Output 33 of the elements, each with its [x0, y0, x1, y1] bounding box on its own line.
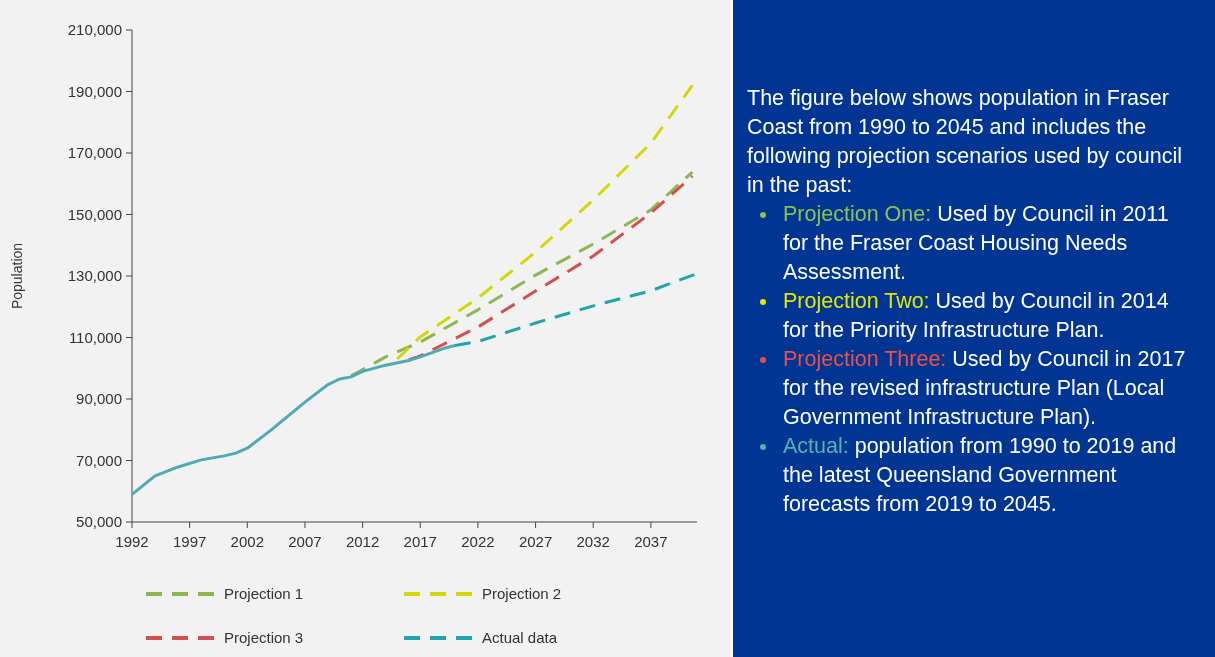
- y-tick-label: 90,000: [76, 390, 122, 408]
- text: Projection Three: Used by Council in 2017 for the revised infrastructure Plan (Local Government Infrastructure Plan).: [783, 346, 1187, 431]
- text: Projection Two: Used by Council in 2014 for the Priority Infrastructure Plan.: [783, 288, 1170, 344]
- x-tick-label: 2002: [230, 533, 264, 550]
- y-tick-label: 210,000: [67, 21, 122, 39]
- text: The figure below shows population in Fraser Coast from 1990 to 2045 and includes the following projection scenarios used by council in the past:: [747, 85, 1184, 199]
- legend-label: Projection 3: [224, 629, 304, 647]
- x-tick-label: 2017: [403, 533, 437, 550]
- y-axis-title: Population: [9, 242, 25, 310]
- y-tick-label: 150,000: [67, 205, 122, 223]
- x-tick-label: 2032: [576, 533, 610, 550]
- y-tick-label: 130,000: [67, 267, 122, 285]
- x-tick-label: 2027: [518, 533, 553, 550]
- x-tick-label: 1997: [172, 533, 207, 550]
- y-tick-label: 50,000: [76, 513, 122, 531]
- y-tick-label: 70,000: [76, 451, 122, 469]
- line-series: [395, 83, 694, 361]
- y-tick-label: 190,000: [67, 82, 122, 100]
- text: Actual: population from 1990 to 2019 and the latest Queensland Government forecasts from 2019 to 2045.: [783, 433, 1178, 518]
- legend-label: Actual data: [482, 629, 558, 647]
- x-tick-label: 2012: [345, 533, 380, 550]
- x-tick-label: 2007: [288, 533, 322, 550]
- y-tick-label: 110,000: [68, 328, 122, 346]
- line-series: [349, 170, 694, 378]
- y-tick-label: 170,000: [67, 144, 122, 162]
- x-tick-label: 1992: [115, 533, 149, 550]
- line-series: [407, 174, 694, 362]
- x-tick-label: 2022: [461, 533, 495, 550]
- legend-label: Projection 2: [482, 585, 562, 603]
- line-series: [130, 344, 457, 496]
- legend-label: Projection 1: [224, 585, 304, 603]
- text: Projection One: Used by Council in 2011 for the Fraser Coast Housing Needs Assessment.: [783, 201, 1170, 286]
- x-tick-label: 2037: [634, 533, 668, 550]
